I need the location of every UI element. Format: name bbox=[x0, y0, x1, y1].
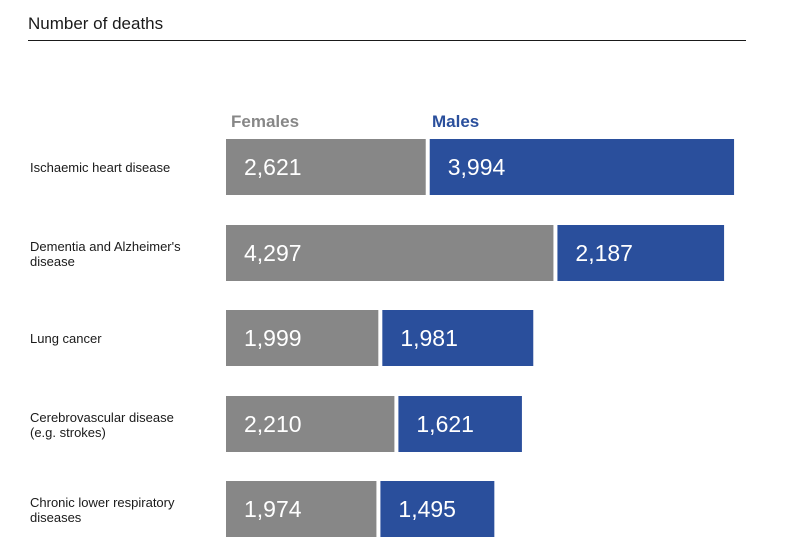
value-label-females: 1,974 bbox=[244, 496, 302, 522]
category-label: Cerebrovascular disease (e.g. strokes) bbox=[30, 410, 174, 440]
title-underline bbox=[28, 40, 746, 41]
bar-females bbox=[226, 396, 395, 452]
bar-females bbox=[226, 139, 426, 195]
value-label-males: 1,621 bbox=[416, 411, 474, 437]
category-label: Lung cancer bbox=[30, 331, 102, 346]
bar-males bbox=[557, 225, 725, 281]
bar-males bbox=[398, 396, 522, 452]
category-label: Chronic lower respiratory diseases bbox=[30, 495, 175, 525]
bar-females bbox=[226, 225, 554, 281]
bar-males bbox=[380, 481, 495, 537]
value-label-females: 2,621 bbox=[244, 154, 302, 180]
value-label-males: 3,994 bbox=[448, 154, 506, 180]
value-label-females: 1,999 bbox=[244, 325, 302, 351]
value-label-females: 2,210 bbox=[244, 411, 302, 437]
bar-males bbox=[382, 310, 534, 366]
bar-females bbox=[226, 481, 377, 537]
category-label: Ischaemic heart disease bbox=[30, 160, 170, 175]
legend-males: Males bbox=[432, 112, 479, 131]
value-label-males: 1,495 bbox=[398, 496, 456, 522]
value-label-males: 1,981 bbox=[400, 325, 458, 351]
bar-males bbox=[429, 139, 735, 195]
bar-females bbox=[226, 310, 379, 366]
chart-title: Number of deaths bbox=[28, 14, 164, 33]
legend-females: Females bbox=[231, 112, 299, 131]
value-label-males: 2,187 bbox=[575, 240, 633, 266]
category-label: Dementia and Alzheimer's disease bbox=[30, 239, 181, 269]
value-label-females: 4,297 bbox=[244, 240, 302, 266]
